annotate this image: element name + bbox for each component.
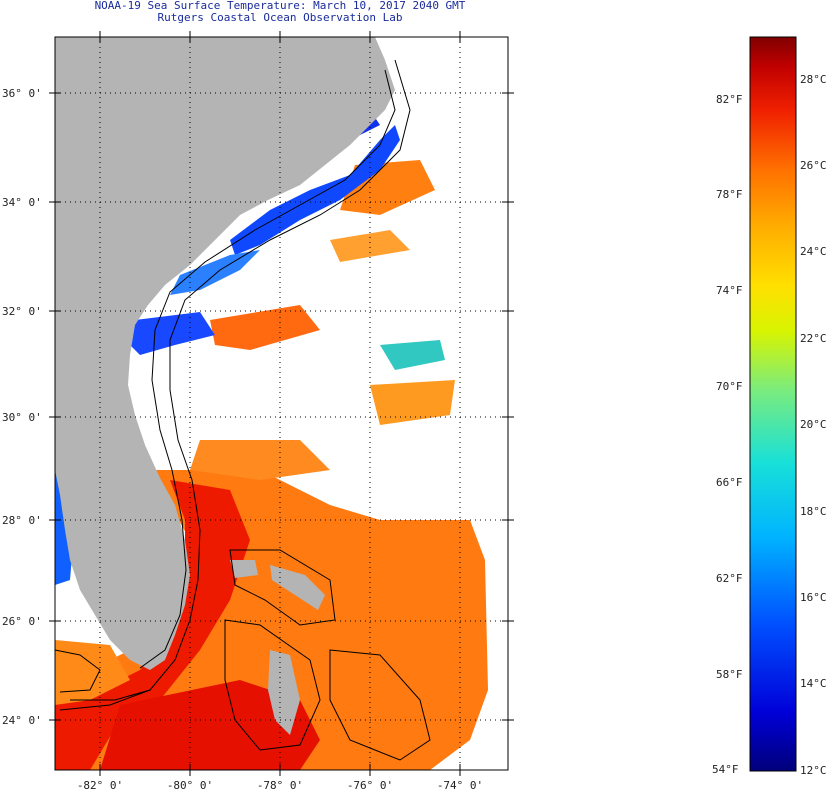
lat-label-32: 32° 0' <box>2 305 42 318</box>
land-bahamas-andros <box>268 650 300 735</box>
lat-label-34: 34° 0' <box>2 196 42 209</box>
cb-f-74: 74°F <box>716 284 743 297</box>
lon-label-78: -78° 0' <box>257 779 303 792</box>
map-subtitle: Rutgers Coastal Ocean Observation Lab <box>157 11 403 24</box>
warm-patch-5 <box>330 230 410 262</box>
cb-c-20: 20°C <box>800 418 827 431</box>
cb-c-22: 22°C <box>800 332 827 345</box>
cb-f-62: 62°F <box>716 572 743 585</box>
map-border <box>54 36 509 771</box>
cb-f-70: 70°F <box>716 380 743 393</box>
lon-label-80: -80° 0' <box>167 779 213 792</box>
lon-label-82: -82° 0' <box>77 779 123 792</box>
bahamas-bank-contour <box>224 549 431 761</box>
shelf-contour-inner <box>139 69 396 669</box>
lon-label-74: -74° 0' <box>437 779 483 792</box>
warm-patch-4 <box>190 440 330 480</box>
lat-lon-grid <box>55 37 508 770</box>
cb-c-16: 16°C <box>800 591 827 604</box>
cb-c-24: 24°C <box>800 245 827 258</box>
axis-ticks <box>49 31 514 776</box>
warm-patch-3 <box>370 380 455 425</box>
cb-c-14: 14°C <box>800 677 827 690</box>
lat-label-36: 36° 0' <box>2 87 42 100</box>
shelf-contour <box>70 59 411 701</box>
keys-contour <box>55 649 151 711</box>
lon-label-76: -76° 0' <box>347 779 393 792</box>
cb-f-66: 66°F <box>716 476 743 489</box>
cb-c-26: 26°C <box>800 159 827 172</box>
cb-f-58: 58°F <box>716 668 743 681</box>
warm-water-keys <box>55 640 130 705</box>
lat-label-24: 24° 0' <box>2 714 42 727</box>
hot-water-straits <box>100 680 320 770</box>
cb-f-54: 54°F <box>712 763 739 776</box>
cb-c-18: 18°C <box>800 505 827 518</box>
land-bahamas-grand <box>230 560 258 578</box>
lat-label-28: 28° 0' <box>2 514 42 527</box>
cb-c-28: 28°C <box>800 73 827 86</box>
colorbar <box>749 36 797 772</box>
lat-label-30: 30° 0' <box>2 411 42 424</box>
teal-patch <box>380 340 445 370</box>
cb-f-78: 78°F <box>716 188 743 201</box>
land-bahamas-abaco <box>270 565 325 610</box>
cold-coastal-band-north <box>230 125 400 255</box>
cb-f-82: 82°F <box>716 93 743 106</box>
map-title: NOAA-19 Sea Surface Temperature: March 1… <box>94 0 466 12</box>
cold-coastal-band-mid <box>170 250 260 295</box>
land-southeast-us <box>55 37 395 670</box>
warm-patch-2 <box>210 305 320 350</box>
cb-c-12: 12°C <box>800 764 827 777</box>
hot-water-gulfstream <box>55 480 250 770</box>
lat-label-26: 26° 0' <box>2 615 42 628</box>
